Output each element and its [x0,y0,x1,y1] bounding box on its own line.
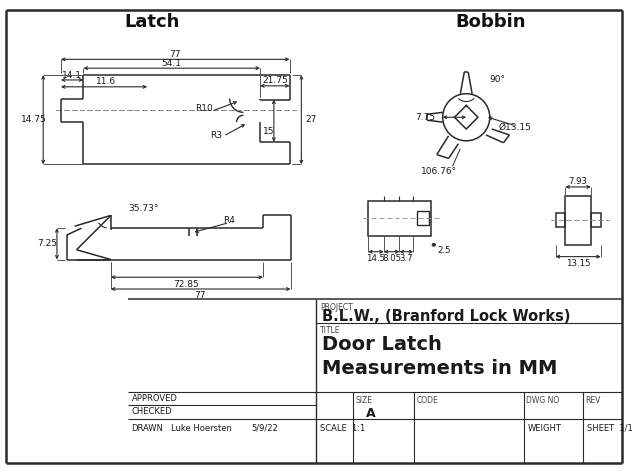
Bar [591,213,601,227]
Text: 90°: 90° [490,75,506,85]
Text: WEIGHT: WEIGHT [528,424,562,433]
Text: DWG NO: DWG NO [526,396,559,405]
Text: 14.5: 14.5 [366,254,385,263]
Text: 54.1: 54.1 [162,59,182,68]
Text: Measurements in MM: Measurements in MM [322,359,557,378]
Text: 27: 27 [305,115,317,124]
Text: R4: R4 [223,216,235,225]
Text: B.L.W., (Branford Lock Works): B.L.W., (Branford Lock Works) [322,309,570,324]
Text: Bobbin: Bobbin [456,13,526,31]
Text: 5/9/22: 5/9/22 [252,424,278,433]
Text: TITLE: TITLE [320,326,340,335]
Text: 21.75: 21.75 [262,77,288,86]
Bar [368,201,431,236]
Text: 13.15: 13.15 [566,259,591,268]
Text: 77: 77 [169,50,180,59]
Text: SHEET  1/1: SHEET 1/1 [587,424,633,433]
Bar [556,213,565,227]
Text: 14.75: 14.75 [20,115,46,124]
Text: R10: R10 [195,104,213,113]
Text: REV: REV [585,396,600,405]
Text: 7.75: 7.75 [415,113,435,122]
Text: R3: R3 [210,131,222,140]
Text: CHECKED: CHECKED [132,407,172,416]
Text: Ø13.15: Ø13.15 [499,123,532,131]
Text: 14.1: 14.1 [61,70,82,79]
Text: APPROVED: APPROVED [132,394,177,403]
Text: 72.85: 72.85 [173,280,200,289]
Bar [417,211,429,225]
Text: Door Latch: Door Latch [322,335,442,354]
Text: 106.76°: 106.76° [420,166,457,176]
Text: 7.93: 7.93 [568,176,588,185]
Text: A: A [366,407,376,420]
Text: CODE: CODE [416,396,438,405]
Text: SCALE  1:1: SCALE 1:1 [320,424,365,433]
Text: SIZE: SIZE [355,396,372,405]
Text: 8.05: 8.05 [382,254,401,263]
Text: 3.7: 3.7 [399,254,413,263]
Text: PROJECT: PROJECT [320,303,353,312]
Text: 77: 77 [195,291,206,300]
Bar [565,196,591,245]
Text: 2.5: 2.5 [438,246,451,255]
Text: 7.25: 7.25 [37,239,57,248]
Text: Latch: Latch [124,13,180,31]
Text: 15: 15 [263,127,275,137]
Text: 35.73°: 35.73° [128,204,159,213]
Text: DRAWN: DRAWN [132,424,163,433]
Text: Luke Hoersten: Luke Hoersten [171,424,232,433]
Text: 11.6: 11.6 [96,78,116,87]
